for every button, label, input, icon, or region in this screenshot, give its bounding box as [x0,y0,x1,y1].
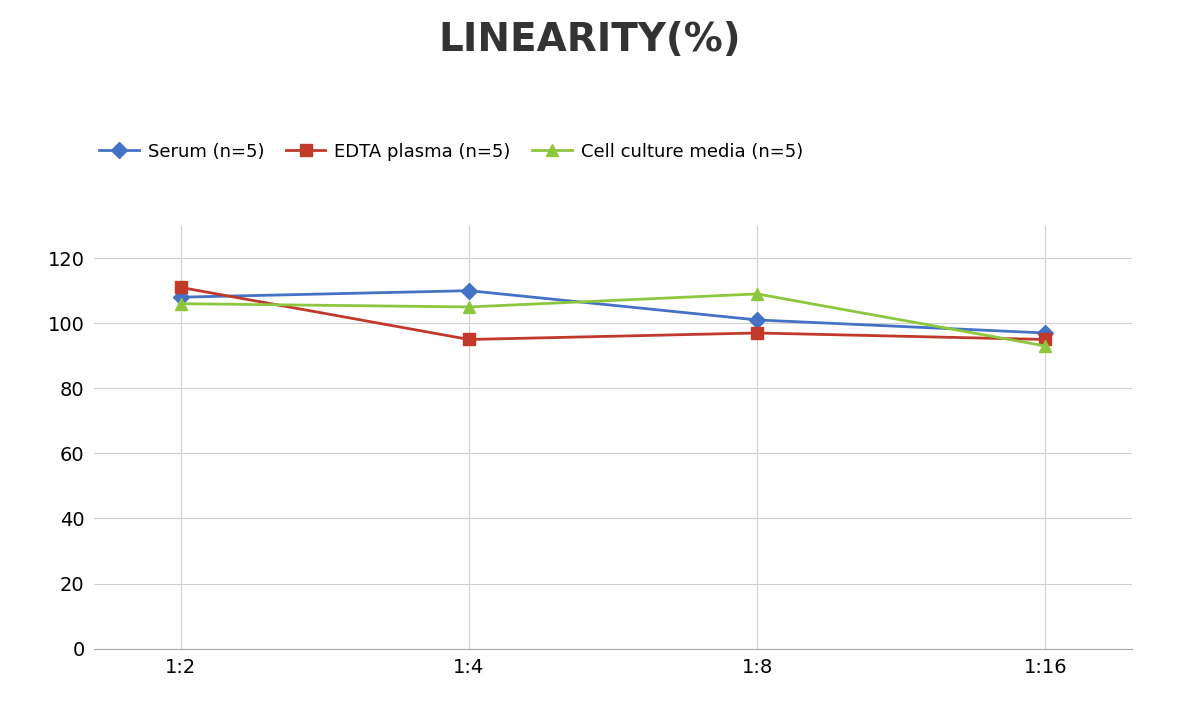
Serum (n=5) [1039,329,1053,337]
Serum (n=5) [462,286,476,295]
EDTA plasma (n=5) [173,283,187,292]
Legend: Serum (n=5), EDTA plasma (n=5), Cell culture media (n=5): Serum (n=5), EDTA plasma (n=5), Cell cul… [92,136,811,168]
Cell culture media (n=5) [750,290,764,298]
Text: LINEARITY(%): LINEARITY(%) [439,21,740,59]
Cell culture media (n=5) [462,302,476,311]
Cell culture media (n=5) [173,300,187,308]
Serum (n=5) [750,316,764,324]
Cell culture media (n=5) [1039,342,1053,350]
Line: Serum (n=5): Serum (n=5) [176,285,1050,338]
Serum (n=5) [173,293,187,302]
EDTA plasma (n=5) [1039,336,1053,344]
EDTA plasma (n=5) [462,336,476,344]
EDTA plasma (n=5) [750,329,764,337]
Line: Cell culture media (n=5): Cell culture media (n=5) [176,288,1050,352]
Line: EDTA plasma (n=5): EDTA plasma (n=5) [176,282,1050,345]
